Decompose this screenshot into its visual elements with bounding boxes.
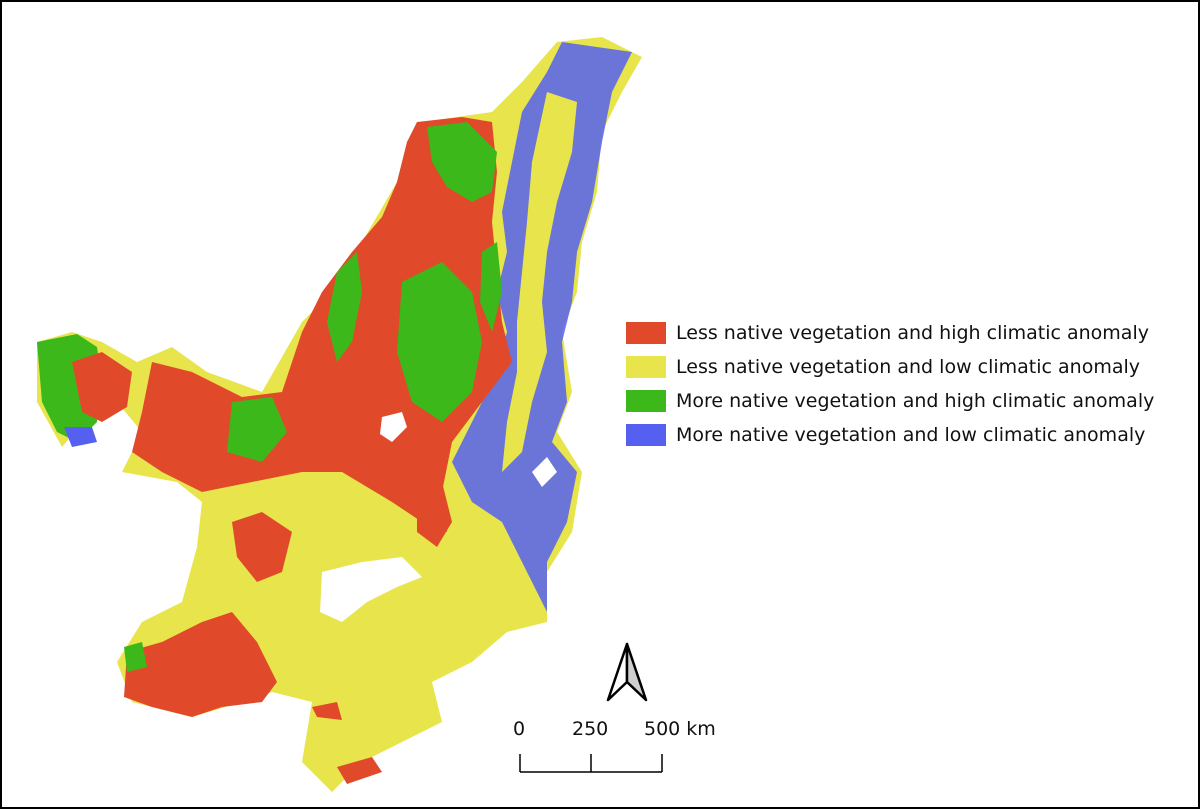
north-arrow-icon <box>606 642 648 702</box>
map-legend: Less native vegetation and high climatic… <box>626 316 1186 452</box>
scale-tick-label: 500 km <box>644 718 716 740</box>
legend-item: Less native vegetation and high climatic… <box>626 316 1186 350</box>
region-red-southwest <box>124 612 277 717</box>
legend-swatch-red <box>626 322 666 344</box>
region-green-west-strip <box>327 252 362 362</box>
region-green-east-edge <box>480 242 502 332</box>
legend-label: More native vegetation and high climatic… <box>676 390 1155 412</box>
legend-label: Less native vegetation and high climatic… <box>676 322 1149 344</box>
water-body-east <box>532 457 557 487</box>
legend-swatch-blue <box>626 424 666 446</box>
region-red-west-peninsula <box>72 352 132 422</box>
region-green-mid <box>227 397 287 462</box>
legend-item: More native vegetation and high climatic… <box>626 384 1186 418</box>
region-red-south-patch-1 <box>232 512 292 582</box>
legend-swatch-green <box>626 390 666 412</box>
region-red-south-patch-2 <box>417 482 452 547</box>
region-yellow-east-strip <box>502 92 577 472</box>
region-red-south-patch-3 <box>312 702 342 720</box>
legend-label: Less native vegetation and low climatic … <box>676 356 1140 378</box>
water-body-south <box>320 557 422 622</box>
water-body-central <box>380 412 407 442</box>
legend-label: More native vegetation and low climatic … <box>676 424 1146 446</box>
legend-item: Less native vegetation and low climatic … <box>626 350 1186 384</box>
region-blue-west-peninsula <box>64 427 97 447</box>
region-red-south-patch-4 <box>337 757 382 784</box>
scale-tick-label: 250 <box>572 718 609 740</box>
legend-swatch-yellow <box>626 356 666 378</box>
region-green-north <box>427 122 497 202</box>
region-green-central <box>397 262 482 422</box>
region-red-interior <box>132 117 512 532</box>
legend-item: More native vegetation and low climatic … <box>626 418 1186 452</box>
scale-tick-label: 0 <box>513 718 526 740</box>
region-green-southwest <box>124 642 147 672</box>
scale-bar <box>519 754 663 773</box>
